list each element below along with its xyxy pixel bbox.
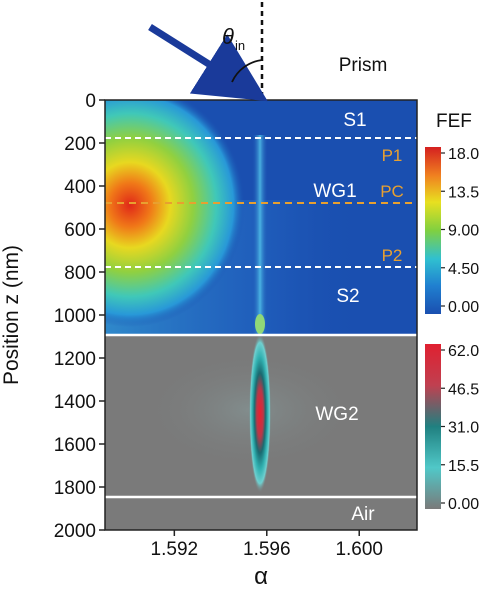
s2-dot	[255, 314, 265, 334]
colorbar-tick-label: 13.5	[448, 184, 479, 201]
layer-label-s1: S1	[343, 110, 366, 131]
wg2-hotspot	[249, 333, 271, 493]
angle-arc	[231, 59, 263, 83]
colorbar-tick-label: 31.0	[448, 420, 479, 437]
colorbar-tick-label: 18.0	[448, 146, 479, 163]
y-axis-label: Position z (nm)	[0, 245, 23, 385]
y-tick-label: 1600	[54, 435, 96, 456]
annotation-pc: PC	[380, 182, 404, 201]
colorbar-tick-label: 0.00	[448, 299, 479, 316]
x-tick-label: 1.596	[243, 539, 291, 560]
annotation-p2: P2	[382, 246, 403, 265]
y-tick-label: 1200	[54, 349, 96, 370]
colorbar-lower-ticks: 62.0 46.5 31.0 15.5 0.00	[441, 343, 479, 513]
wg1-hotspot	[105, 100, 245, 327]
colorbar-tick-label: 62.0	[448, 343, 479, 360]
incident-beam-arrow	[148, 24, 268, 102]
x-axis-label: α	[254, 563, 268, 590]
x-tick-label: 1.600	[335, 539, 383, 560]
y-tick-label: 600	[64, 220, 96, 241]
colorbar-fef-upper	[425, 147, 441, 314]
colorbar-tick-label: 9.00	[448, 223, 479, 240]
layer-label-wg1: WG1	[313, 181, 356, 202]
y-tick-label: 0	[85, 91, 96, 112]
colorbar-tick-label: 4.50	[448, 261, 479, 278]
y-axis-ticks: 0 200 400 600 800 1000 1200 1400 1600 1800 2000	[54, 91, 105, 542]
colorbar-tick-label: 46.5	[448, 381, 479, 398]
x-axis-ticks: 1.592 1.596 1.600	[151, 530, 383, 560]
wg1-streak	[252, 135, 268, 335]
colorbar-tick-label: 0.00	[448, 496, 479, 513]
x-tick-label: 1.592	[151, 539, 199, 560]
medium-label: Prism	[339, 55, 388, 76]
colorbar-upper-ticks: 18.0 13.5 9.00 4.50 0.00	[441, 146, 479, 316]
y-tick-label: 2000	[54, 521, 96, 542]
annotation-p1: P1	[382, 146, 403, 165]
angle-label: θ	[222, 24, 234, 49]
layer-label-wg2: WG2	[315, 404, 358, 425]
y-tick-label: 1800	[54, 478, 96, 499]
y-tick-label: 200	[64, 134, 96, 155]
colorbar-title: FEF	[436, 111, 472, 132]
y-tick-label: 1400	[54, 392, 96, 413]
y-tick-label: 800	[64, 263, 96, 284]
layer-label-air: Air	[351, 504, 375, 525]
colorbar-fef-lower	[425, 344, 441, 509]
colorbar-tick-label: 15.5	[448, 458, 479, 475]
y-tick-label: 1000	[54, 306, 96, 327]
layer-label-s2: S2	[336, 286, 359, 307]
y-tick-label: 400	[64, 177, 96, 198]
angle-label-subscript: in	[235, 38, 245, 53]
